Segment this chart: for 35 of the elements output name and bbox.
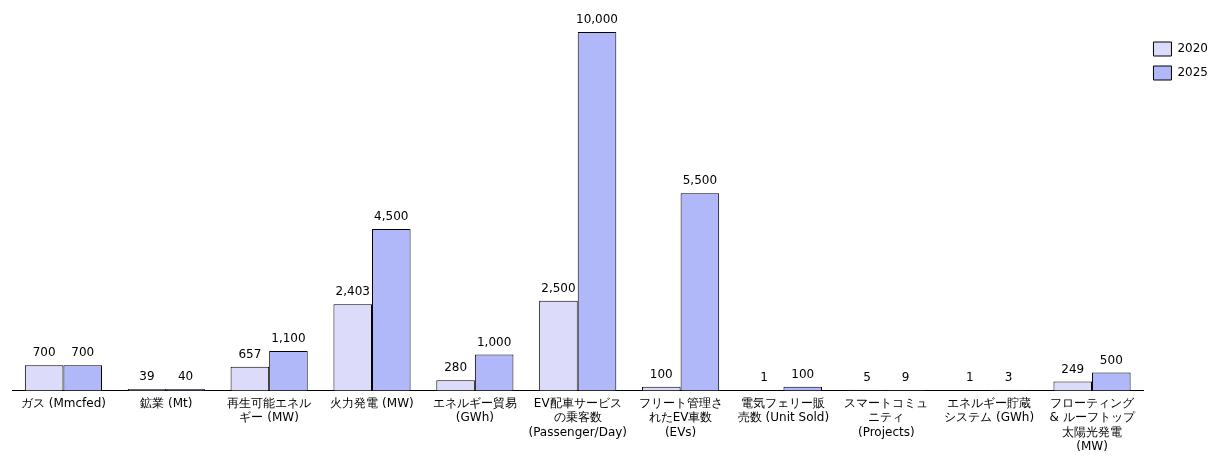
- x-tick-label: 再生可能エネルギー (MW): [227, 395, 312, 425]
- x-tick-label: エネルギー貿易 (GWh): [432, 395, 517, 425]
- data-label: 657: [238, 346, 262, 361]
- legend-label: 2025: [1177, 65, 1209, 80]
- data-label: 280: [444, 360, 468, 375]
- legend-label: 2020: [1177, 41, 1209, 56]
- data-label: 2,403: [335, 284, 370, 299]
- x-tick-label: フリート管理されたEV車数 (EVs): [638, 395, 723, 439]
- data-label: 700: [32, 345, 56, 360]
- x-tick-label: スマートコミュニティ (Projects): [844, 395, 929, 439]
- data-label: 40: [177, 369, 194, 384]
- data-label: 3: [1004, 370, 1013, 385]
- x-tick-label: フローティング & ルーフトップ太陽光発電 (MW): [1049, 395, 1136, 453]
- x-tick-label: 鉱業 (Mt): [140, 395, 193, 410]
- x-tick-label: エネルギー貯蔵システム (GWh): [944, 395, 1035, 425]
- data-label: 500: [1099, 352, 1123, 367]
- data-label: 1: [966, 370, 974, 385]
- data-label: 9: [901, 370, 910, 385]
- data-label: 1,000: [476, 334, 512, 349]
- x-tick-label: EV配車サービスの乗客数 (Passenger/Day): [528, 395, 628, 439]
- data-label: 249: [1061, 361, 1085, 376]
- data-label: 4,500: [374, 209, 409, 224]
- data-label: 39: [139, 369, 155, 384]
- data-label: 5,500: [682, 173, 718, 188]
- x-tick-label: ガス (Mmcfed): [20, 395, 106, 410]
- data-label: 700: [71, 345, 95, 360]
- data-label: 1,100: [271, 331, 306, 346]
- data-label: 5: [863, 370, 871, 385]
- data-label: 1: [760, 370, 768, 385]
- data-label: 100: [791, 366, 815, 381]
- data-label: 2,500: [541, 280, 576, 295]
- x-tick-label: 電気フェリー販売数 (Unit Sold): [737, 395, 830, 425]
- x-tick-label: 火力発電 (MW): [330, 395, 414, 410]
- data-label: 10,000: [576, 12, 619, 27]
- data-label: 100: [649, 366, 673, 381]
